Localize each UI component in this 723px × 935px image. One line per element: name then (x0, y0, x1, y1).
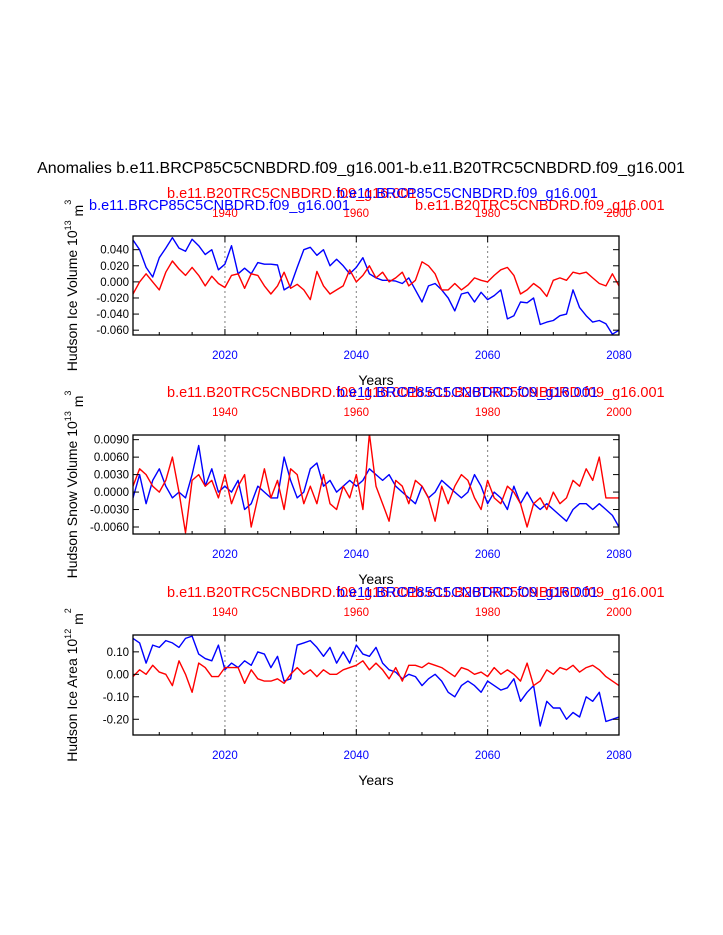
x-tick-label-top: 2000 (606, 407, 632, 419)
x-tick-label-bottom: 2060 (475, 549, 501, 561)
x-axis-title: Years (358, 571, 393, 587)
y-axis-title-ylabel-exp: 12 (63, 629, 73, 639)
x-tick-label-top: 1980 (475, 407, 501, 419)
x-tick-label-bottom: 2080 (606, 549, 632, 561)
panel-title-left-hist: b.e11.B20TRC5CNBDRD.f09_g16.001 (167, 385, 417, 401)
x-tick-label-bottom: 2040 (344, 350, 370, 362)
panel-2: 0.0090 0.0060 0.0030 0.0000 -0.0030 -0.0060 20… (63, 385, 665, 587)
x-tick-label-top: 1980 (475, 208, 501, 220)
panel-title-left-hist: b.e11.B20TRC5CNBDRD.f09_g16.001 (167, 585, 417, 601)
x-tick-label-top: 2000 (606, 607, 632, 619)
y-tick-label: -0.0030 (90, 505, 129, 517)
y-tick-label: -0.0060 (90, 522, 129, 534)
y-axis-title-ylabel-exp: 13 (63, 411, 73, 421)
y-axis-title-ylabel-main: Hudson Ice Area 10 (64, 639, 80, 762)
x-tick-label-bottom: 2020 (212, 549, 238, 561)
x-tick-label-top: 1960 (344, 607, 370, 619)
y-tick-label: 0.10 (107, 647, 129, 659)
panel-title-right-rcp: b.e11.BRCP85C5CNBDRD.f09_g16.001 (337, 385, 598, 401)
y-axis-title-ylabel-exp: 13 (63, 220, 73, 230)
y-axis-title: Hudson Ice Volume 1013 m3 (63, 200, 86, 371)
series-line-hist (133, 260, 619, 301)
x-tick-label-top: 1980 (475, 607, 501, 619)
panel-title-right-hist: b.e11.B20TRC5CNBDRD.f09_g16.001 (415, 385, 665, 401)
y-axis-title-ylabel-main: Hudson Snow Volume 10 (64, 421, 80, 578)
y-axis-title-ylabel-main: Hudson Ice Volume 10 (64, 230, 80, 371)
y-tick-label: -0.10 (103, 692, 129, 704)
x-tick-label-bottom: 2060 (475, 350, 501, 362)
y-axis-title-ylabel-unit-exp: 2 (63, 608, 73, 613)
y-tick-label: -0.040 (96, 309, 129, 321)
x-tick-label-bottom: 2020 (212, 750, 238, 762)
series-line-rcp (133, 236, 619, 335)
figure-title: Anomalies b.e11.BRCP85C5CNBDRD.f09_g16.0… (37, 160, 685, 177)
y-tick-label: 0.040 (100, 245, 129, 257)
y-axis-title: Hudson Ice Area 1012 m2 (63, 608, 86, 762)
y-axis-title-ylabel-unit: m (70, 396, 86, 412)
x-axis-title: Years (358, 772, 393, 788)
panel-title-right-rcp: b.e11.BRCP85C5CNBDRD.f09_g16.001 (337, 186, 598, 202)
y-axis-title-ylabel-unit-exp: 3 (63, 391, 73, 396)
x-tick-label-top: 1940 (212, 208, 238, 220)
y-tick-label: 0.0090 (94, 435, 129, 447)
axes-frame (132, 434, 620, 535)
panel-3: 0.10 0.00 -0.10 -0.20 2020 2040 2060 2080 1940 19… (63, 585, 665, 788)
y-axis-title-ylabel-unit: m (70, 205, 86, 221)
x-tick-label-bottom: 2080 (606, 750, 632, 762)
x-tick-label-bottom: 2060 (475, 750, 501, 762)
x-tick-label-bottom: 2080 (606, 350, 632, 362)
panel-title-left-rcp: b.e11.BRCP85C5CNBDRD.f09_g16.001 (89, 198, 350, 214)
x-tick-label-bottom: 2040 (344, 750, 370, 762)
x-tick-label-top: 2000 (606, 208, 632, 220)
x-tick-label-bottom: 2040 (344, 549, 370, 561)
x-tick-label-top: 1960 (344, 208, 370, 220)
panel-title-right-rcp: b.e11.BRCP85C5CNBDRD.f09_g16.001 (337, 585, 598, 601)
x-axis-title: Years (358, 372, 393, 388)
y-tick-label: 0.0030 (94, 470, 129, 482)
y-axis-title-ylabel-unit: m (70, 613, 86, 629)
x-tick-label-top: 1960 (344, 407, 370, 419)
series-line-rcp (133, 635, 619, 727)
y-tick-label: 0.000 (100, 277, 129, 289)
y-tick-label: -0.20 (103, 714, 129, 726)
series-line-hist (133, 660, 619, 693)
axes-frame (132, 634, 620, 736)
series-line-hist (133, 435, 619, 534)
x-tick-label-bottom: 2020 (212, 350, 238, 362)
axes-frame (132, 235, 620, 336)
series-line-rcp (133, 444, 619, 528)
panel-title-right-hist: b.e11.B20TRC5CNBDRD.f09_g16.001 (415, 198, 665, 214)
y-tick-label: -0.060 (96, 325, 129, 337)
y-axis-title-ylabel-unit-exp: 3 (63, 200, 73, 205)
y-tick-label: 0.020 (100, 261, 129, 273)
panel-1: 0.040 0.020 0.000 -0.020 -0.040 -0.060 2020 204… (63, 186, 665, 388)
panel-title-right-hist: b.e11.B20TRC5CNBDRD.f09_g16.001 (415, 585, 665, 601)
y-axis-title: Hudson Snow Volume 1013 m3 (63, 391, 86, 579)
y-tick-label: 0.00 (107, 669, 129, 681)
x-tick-label-top: 1940 (212, 607, 238, 619)
panel-title-left-hist: b.e11.B20TRC5CNBDRD.f09_g16.001 (167, 186, 417, 202)
y-tick-label: -0.020 (96, 293, 129, 305)
y-tick-label: 0.0060 (94, 452, 129, 464)
y-tick-label: 0.0000 (94, 487, 129, 499)
x-tick-label-top: 1940 (212, 407, 238, 419)
panels: 0.040 0.020 0.000 -0.020 -0.040 -0.060 2020 204… (63, 186, 665, 788)
